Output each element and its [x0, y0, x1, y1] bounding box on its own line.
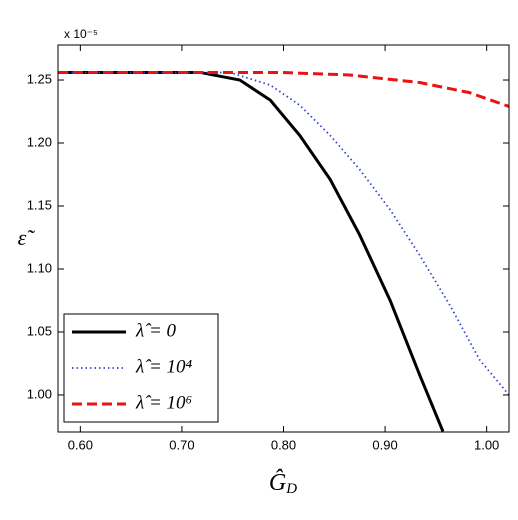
legend-label: λ̂ = 10⁶	[135, 392, 192, 413]
y-multiplier: x 10⁻⁵	[64, 27, 98, 41]
plot-frame	[57, 44, 510, 433]
y-tick-label: 1.05	[27, 323, 52, 338]
y-tick-label: 1.20	[27, 134, 52, 149]
x-tick-label: 0.80	[271, 437, 296, 452]
line-series	[58, 71, 509, 396]
legend-label: λ̂ = 0	[135, 320, 177, 341]
x-label-sub: D	[285, 481, 297, 497]
y-tick-label: 1.10	[27, 260, 52, 275]
x-tick-label: 0.70	[169, 437, 194, 452]
y-tick-label: 1.15	[27, 197, 52, 212]
y-tick-label: 1.00	[27, 386, 52, 401]
line-series	[58, 70, 445, 432]
line-series	[58, 70, 509, 108]
x-tick-label: 0.90	[372, 437, 397, 452]
legend-label: λ̂ = 10⁴	[135, 356, 193, 377]
x-tick-label: 1.00	[474, 437, 499, 452]
x-axis-label: ĜD	[269, 470, 297, 498]
x-label-base: Ĝ	[269, 470, 286, 496]
x-tick-label: 0.60	[68, 437, 93, 452]
y-tick-label: 1.25	[27, 71, 52, 86]
